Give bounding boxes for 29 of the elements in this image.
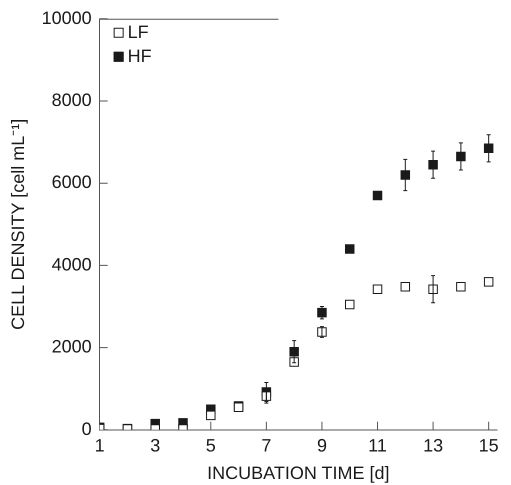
point	[400, 170, 410, 180]
x-tick-label: 13	[423, 436, 444, 456]
x-tick-label: 15	[478, 436, 499, 456]
point	[428, 160, 438, 170]
y-tick-label: 2000	[52, 336, 92, 357]
y-tick-label: 10000	[42, 8, 92, 28]
x-tick-label: 7	[261, 436, 272, 456]
x-tick-label: 5	[206, 436, 216, 456]
point	[484, 144, 494, 154]
x-tick-label: 9	[316, 436, 327, 456]
point	[344, 300, 354, 310]
y-tick-label: 0	[82, 418, 92, 439]
point	[344, 244, 354, 254]
y-axis-title: CELL DENSITY [cell mL⁻¹]	[8, 118, 28, 330]
x-tick-label: 3	[150, 436, 160, 456]
x-axis-title: INCUBATION TIME [d]	[207, 463, 390, 484]
point	[206, 410, 216, 420]
point	[317, 308, 327, 318]
x-tick-label: 11	[368, 436, 387, 456]
y-tick-label: 4000	[52, 254, 92, 274]
point	[372, 190, 382, 200]
y-tick-label: 8000	[52, 90, 92, 110]
legend-label: LF	[128, 22, 149, 42]
legend-label: HF	[128, 46, 152, 66]
point	[484, 277, 494, 287]
point	[289, 346, 299, 356]
y-tick-label: 6000	[52, 172, 92, 192]
x-tick-label: 1	[94, 436, 105, 456]
point	[456, 152, 466, 162]
